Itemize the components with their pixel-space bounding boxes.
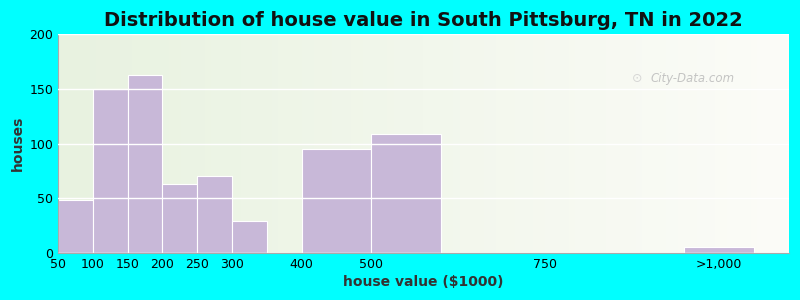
Bar <box>162 184 198 253</box>
Y-axis label: houses: houses <box>11 116 25 171</box>
Bar <box>371 134 441 253</box>
Bar <box>198 176 232 253</box>
Bar <box>685 248 754 253</box>
Bar <box>232 221 267 253</box>
Text: ⊙: ⊙ <box>632 72 642 85</box>
Title: Distribution of house value in South Pittsburg, TN in 2022: Distribution of house value in South Pit… <box>104 11 743 30</box>
Bar <box>128 75 162 253</box>
X-axis label: house value ($1000): house value ($1000) <box>343 275 504 289</box>
Bar <box>93 89 128 253</box>
Bar <box>58 200 93 253</box>
Bar <box>302 149 371 253</box>
Text: City-Data.com: City-Data.com <box>650 72 734 85</box>
